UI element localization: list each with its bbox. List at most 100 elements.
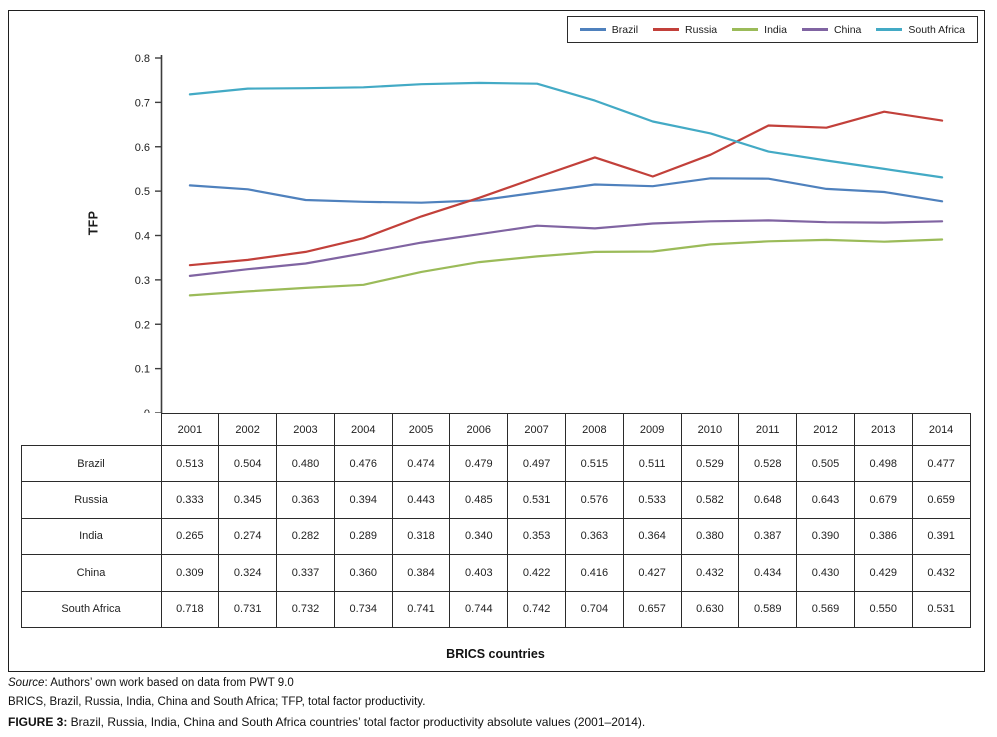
- value-cell: 0.744: [449, 590, 509, 628]
- value-cell: 0.734: [333, 590, 393, 628]
- value-cell: 0.340: [449, 517, 509, 556]
- series-line-brazil: [188, 177, 944, 204]
- value-cell: 0.432: [911, 554, 971, 592]
- legend-item-brazil: Brazil: [579, 24, 638, 36]
- y-axis-tick-label: 0.6: [135, 142, 150, 154]
- line-chart: 0 0.1 0.2 0.3 0.4 0.5 0.6 0.7 0.8: [135, 53, 944, 413]
- value-cell: 0.363: [564, 517, 624, 556]
- value-cell: 0.569: [796, 590, 855, 628]
- value-cell: 0.387: [738, 517, 798, 556]
- value-cell: 0.380: [680, 517, 740, 556]
- value-cell: 0.422: [507, 554, 566, 592]
- value-cell: 0.318: [391, 517, 451, 556]
- value-cell: 0.274: [218, 517, 278, 556]
- value-cell: 0.353: [507, 517, 566, 556]
- year-header-cell: 2006: [449, 413, 509, 446]
- legend-line-swatch: [579, 28, 606, 31]
- y-axis-tick-label: 0.7: [135, 97, 150, 109]
- figure-caption-label: FIGURE 3:: [8, 715, 68, 729]
- year-header-cell: 2001: [160, 413, 220, 446]
- chart-legend: Brazil Russia India China South Africa: [566, 16, 978, 43]
- y-axis-tick-label: 0: [144, 408, 150, 413]
- value-cell: 0.432: [680, 554, 740, 592]
- year-header-cell: 2008: [564, 413, 624, 446]
- legend-label: India: [764, 23, 787, 36]
- year-header-cell: 2012: [796, 413, 855, 446]
- country-name-cell: India: [20, 517, 162, 556]
- value-cell: 0.289: [333, 517, 393, 556]
- value-cell: 0.528: [738, 444, 798, 483]
- legend-item-south-africa: South Africa: [876, 24, 965, 36]
- table-row-india: India 0.265 0.274 0.282 0.289 0.318 0.340 0.353…: [20, 517, 971, 556]
- value-cell: 0.384: [391, 554, 451, 592]
- legend-label: China: [833, 23, 862, 36]
- data-table: 2001 2002 2003 2004 2005 2006 2007 2008 2009 2010…: [20, 413, 971, 628]
- value-cell: 0.515: [564, 444, 624, 483]
- value-cell: 0.360: [333, 554, 393, 592]
- value-cell: 0.337: [276, 554, 335, 592]
- value-cell: 0.324: [218, 554, 278, 592]
- value-cell: 0.742: [507, 590, 566, 628]
- series-line-china: [188, 219, 944, 277]
- value-cell: 0.589: [738, 590, 798, 628]
- y-axis-tick-label: 0.3: [135, 275, 150, 287]
- value-cell: 0.643: [796, 481, 855, 519]
- value-cell: 0.531: [911, 590, 971, 628]
- value-cell: 0.403: [449, 554, 509, 592]
- value-cell: 0.659: [911, 481, 971, 519]
- value-cell: 0.731: [218, 590, 278, 628]
- value-cell: 0.630: [680, 590, 740, 628]
- legend-item-russia: Russia: [653, 24, 717, 36]
- value-cell: 0.505: [796, 444, 855, 483]
- value-cell: 0.479: [449, 444, 509, 483]
- table-row-south-africa: South Africa 0.718 0.731 0.732 0.734 0.741 0.7…: [20, 590, 971, 628]
- value-cell: 0.474: [391, 444, 451, 483]
- legend-line-swatch: [801, 28, 828, 31]
- legend-line-swatch: [732, 28, 759, 31]
- value-cell: 0.480: [276, 444, 335, 483]
- y-axis-tick-label: 0.4: [135, 231, 150, 243]
- table-row-russia: Russia 0.333 0.345 0.363 0.394 0.443 0.485 0.53…: [20, 481, 971, 519]
- table-year-header-row: 2001 2002 2003 2004 2005 2006 2007 2008 2009 2010…: [21, 413, 971, 446]
- value-cell: 0.657: [622, 590, 682, 628]
- legend-line-swatch: [876, 28, 903, 31]
- value-cell: 0.430: [796, 554, 855, 592]
- legend-label: South Africa: [908, 23, 965, 36]
- country-name-cell: Russia: [20, 481, 162, 519]
- y-axis-tick-label: 0.2: [135, 319, 150, 331]
- table-row-brazil: Brazil 0.513 0.504 0.480 0.476 0.474 0.479 0.49…: [20, 444, 971, 483]
- y-axis-title: TFP: [86, 210, 101, 236]
- value-cell: 0.497: [507, 444, 566, 483]
- value-cell: 0.582: [680, 481, 740, 519]
- value-cell: 0.429: [853, 554, 913, 592]
- table-corner-cell: [21, 414, 161, 446]
- value-cell: 0.504: [218, 444, 278, 483]
- year-header-cell: 2010: [680, 413, 740, 446]
- value-cell: 0.498: [853, 444, 913, 483]
- value-cell: 0.679: [853, 481, 913, 519]
- figure-caption-text: Brazil, Russia, India, China and South A…: [67, 715, 646, 729]
- value-cell: 0.476: [333, 444, 393, 483]
- legend-label: Russia: [685, 23, 718, 36]
- value-cell: 0.363: [276, 481, 335, 519]
- country-name-cell: Brazil: [20, 444, 162, 483]
- figure-caption: FIGURE 3: Brazil, Russia, India, China a…: [8, 715, 992, 729]
- year-header-cell: 2002: [218, 413, 278, 446]
- value-cell: 0.282: [276, 517, 335, 556]
- series-line-south-africa: [188, 81, 944, 179]
- source-note: Source: Authors’ own work based on data …: [8, 677, 992, 689]
- value-cell: 0.416: [564, 554, 624, 592]
- figure-captions: Source: Authors’ own work based on data …: [8, 677, 992, 729]
- value-cell: 0.648: [738, 481, 798, 519]
- series-line-russia: [188, 110, 944, 267]
- legend-item-india: India: [732, 24, 787, 36]
- legend-item-china: China: [801, 23, 862, 36]
- year-header-cell: 2009: [622, 413, 682, 446]
- value-cell: 0.443: [391, 481, 451, 519]
- value-cell: 0.345: [218, 481, 278, 519]
- year-header-cell: 2011: [738, 413, 798, 446]
- value-cell: 0.513: [160, 444, 220, 483]
- country-name-cell: China: [20, 554, 162, 592]
